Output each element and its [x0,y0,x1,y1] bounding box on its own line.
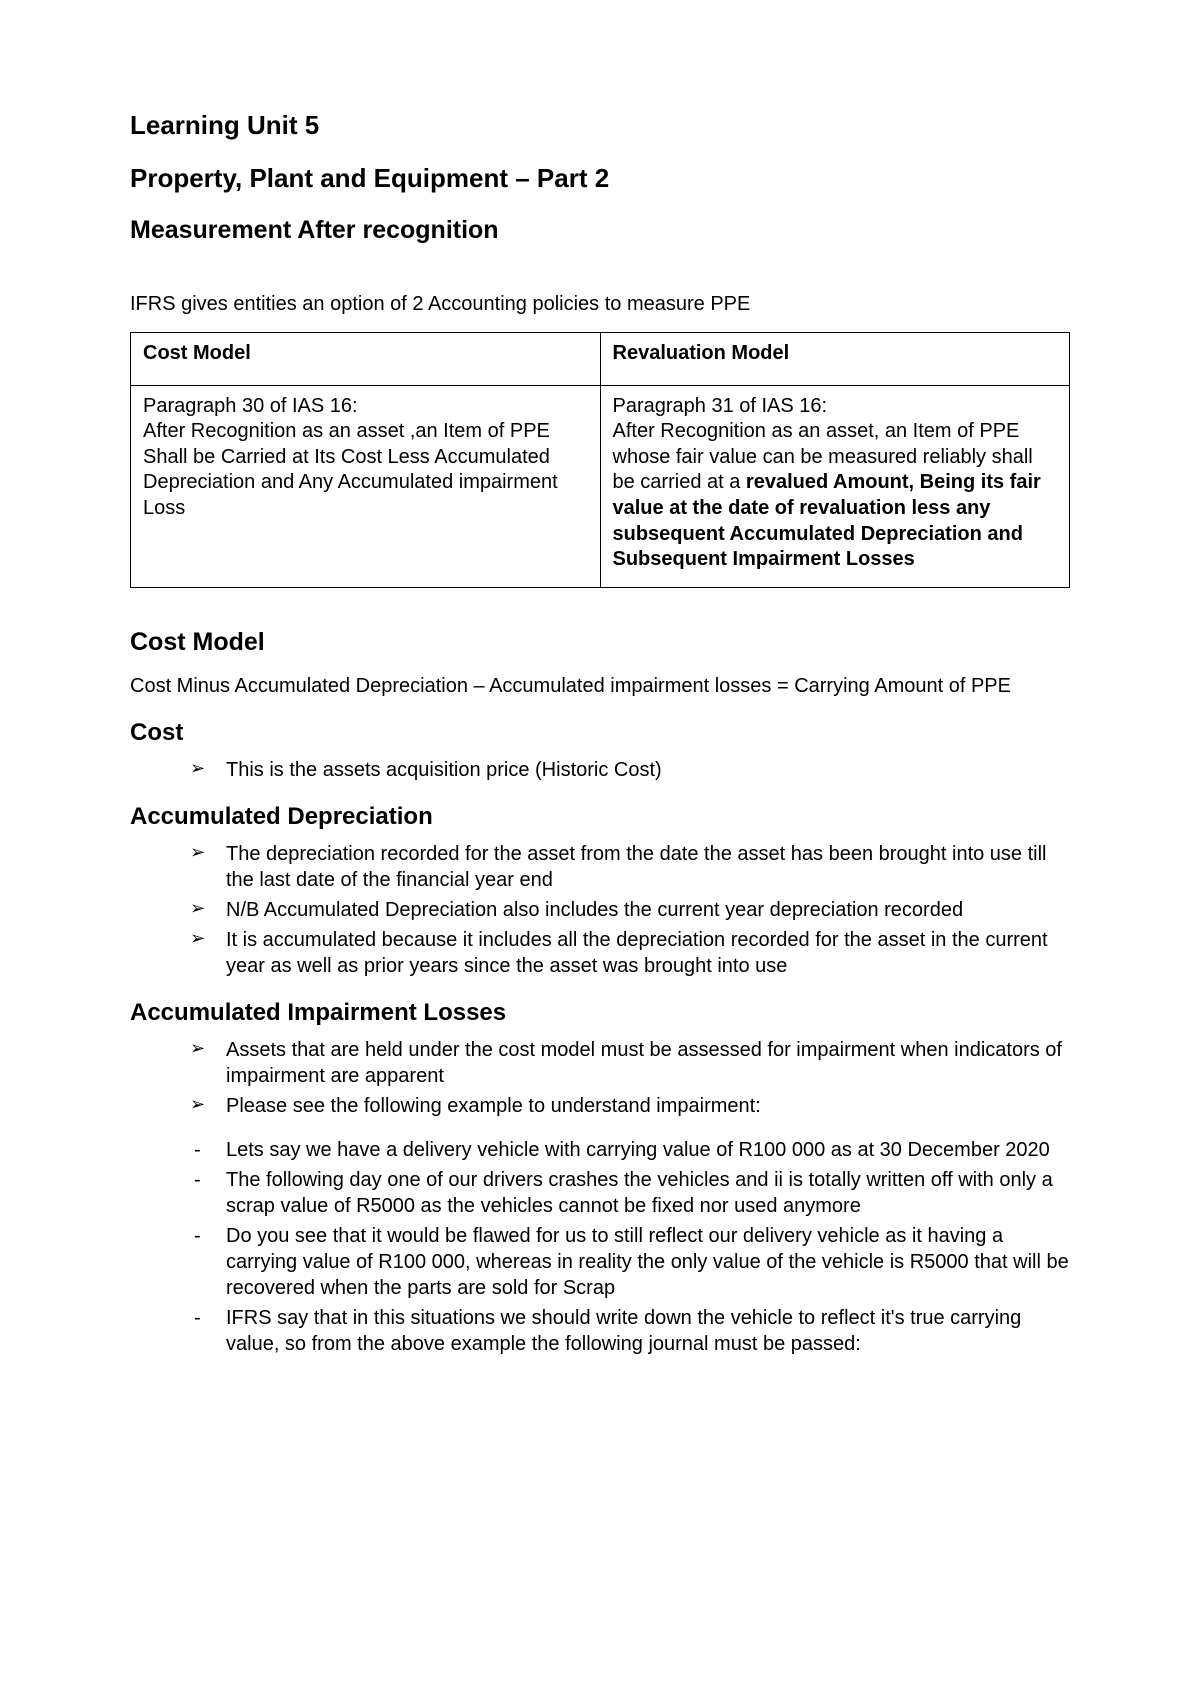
list-item: Lets say we have a delivery vehicle with… [190,1137,1070,1163]
models-table: Cost Model Revaluation Model Paragraph 3… [130,332,1070,588]
heading-unit: Learning Unit 5 [130,110,1070,141]
list-item: The depreciation recorded for the asset … [190,841,1070,893]
list-item: This is the assets acquisition price (Hi… [190,757,1070,783]
cost-list: This is the assets acquisition price (Hi… [130,757,1070,783]
acc-dep-list: The depreciation recorded for the asset … [130,841,1070,979]
list-item: Please see the following example to unde… [190,1093,1070,1119]
heading-subtitle: Measurement After recognition [130,216,1070,245]
table-body-revaluation: Paragraph 31 of IAS 16:After Recognition… [600,385,1070,587]
list-item: N/B Accumulated Depreciation also includ… [190,897,1070,923]
cost-model-heading: Cost Model [130,628,1070,657]
heading-title: Property, Plant and Equipment – Part 2 [130,163,1070,194]
table-body-cost: Paragraph 30 of IAS 16:After Recognition… [131,385,601,587]
cost-heading: Cost [130,719,1070,747]
cost-model-formula: Cost Minus Accumulated Depreciation – Ac… [130,673,1070,699]
table-header-cost: Cost Model [131,333,601,386]
acc-imp-heading: Accumulated Impairment Losses [130,999,1070,1027]
list-item: IFRS say that in this situations we shou… [190,1305,1070,1357]
list-item: Assets that are held under the cost mode… [190,1037,1070,1089]
intro-paragraph: IFRS gives entities an option of 2 Accou… [130,293,1070,316]
acc-imp-dash-list: Lets say we have a delivery vehicle with… [130,1137,1070,1357]
table-header-revaluation: Revaluation Model [600,333,1070,386]
acc-dep-heading: Accumulated Depreciation [130,803,1070,831]
list-item: The following day one of our drivers cra… [190,1167,1070,1219]
list-item: It is accumulated because it includes al… [190,927,1070,979]
acc-imp-arrow-list: Assets that are held under the cost mode… [130,1037,1070,1119]
list-item: Do you see that it would be flawed for u… [190,1223,1070,1301]
